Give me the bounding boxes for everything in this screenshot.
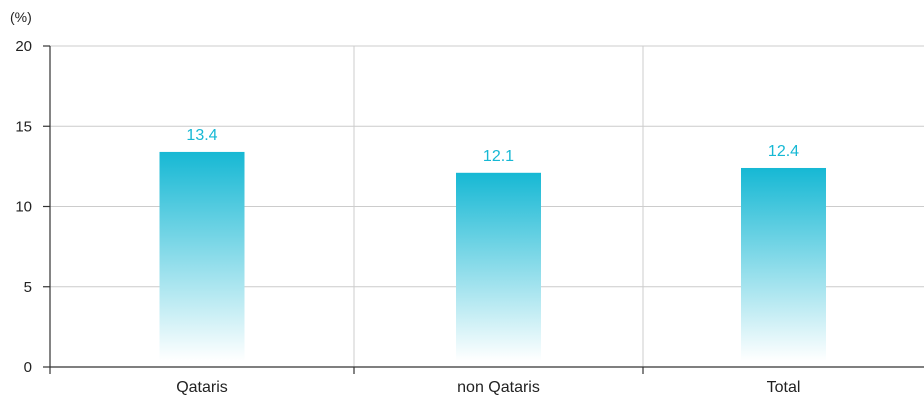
y-tick-label: 20 bbox=[15, 38, 32, 55]
y-unit-label: (%) bbox=[10, 9, 32, 25]
y-tick-label: 10 bbox=[15, 199, 32, 216]
x-tick-label: Qataris bbox=[176, 379, 228, 396]
y-tick-label: 15 bbox=[15, 118, 32, 135]
x-tick-label: non Qataris bbox=[457, 379, 540, 396]
bar-value-label: 13.4 bbox=[186, 127, 217, 144]
labels: 13.4 Qataris 12.1 non Qataris 12.4 Total 0 5 10 1… bbox=[15, 38, 800, 396]
bar bbox=[160, 152, 245, 361]
bar-value-label: 12.4 bbox=[768, 143, 799, 160]
bar-value-label: 12.1 bbox=[483, 148, 514, 165]
bars bbox=[160, 152, 827, 361]
bar bbox=[741, 168, 826, 361]
y-tick-label: 5 bbox=[24, 279, 32, 296]
y-tick-label: 0 bbox=[24, 359, 32, 376]
x-tick-label: Total bbox=[767, 379, 801, 396]
bar bbox=[456, 173, 541, 361]
